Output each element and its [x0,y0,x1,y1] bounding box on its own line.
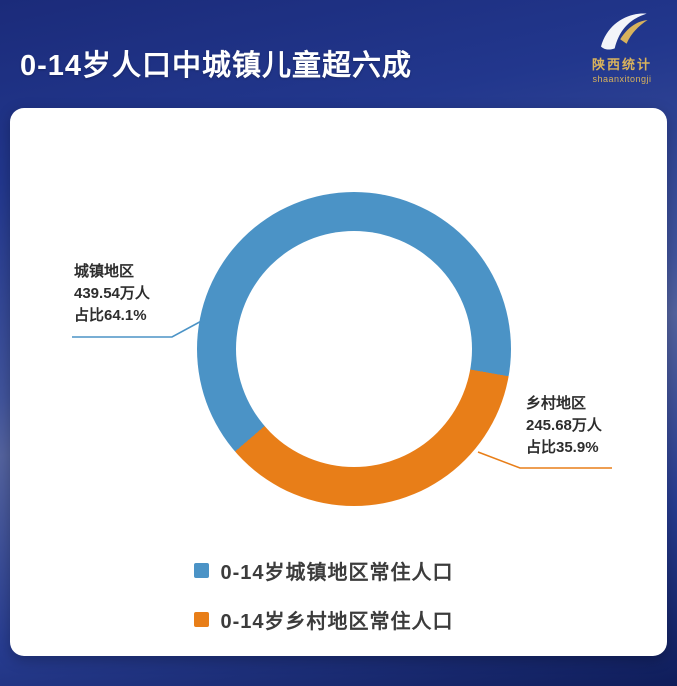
legend-swatch-rural [193,612,209,627]
annotation-urban-percent: 占比64.1% [74,307,147,324]
logo-name-chinese: 陕西统计 [591,57,652,72]
legend-item-rural: 0-14岁乡村地区常住人口 [193,605,484,634]
logo-name-english: shaanxitongji [592,74,652,84]
annotation-rural: 乡村地区 245.68万人 占比35.9% [526,393,642,459]
annotation-rural-label: 乡村地区 [526,395,587,412]
donut-ring [197,192,511,506]
annotation-rural-value: 245.68万人 [526,417,602,434]
annotation-urban-label: 城镇地区 [74,263,135,280]
legend-label-rural: 0-14岁乡村地区常住人口 [220,611,454,633]
swoosh-logo-icon [601,13,648,50]
annotation-rural-percent: 占比35.9% [526,439,599,456]
chart-legend: 0-14岁城镇地区常住人口 0-14岁乡村地区常住人口 [10,556,667,634]
legend-label-urban: 0-14岁城镇地区常住人口 [220,562,454,584]
legend-swatch-urban [193,563,209,578]
annotation-urban-value: 439.54万人 [74,285,150,302]
org-logo: 陕西统计 shaanxitongji [579,10,665,84]
legend-item-urban: 0-14岁城镇地区常住人口 [193,556,484,585]
page-title: 0-14岁人口中城镇儿童超六成 [20,50,413,82]
chart-card: 城镇地区 439.54万人 占比64.1% 乡村地区 245.68万人 占比35… [10,108,667,656]
annotation-urban: 城镇地区 439.54万人 占比64.1% [74,261,194,327]
donut-hole [236,231,472,467]
